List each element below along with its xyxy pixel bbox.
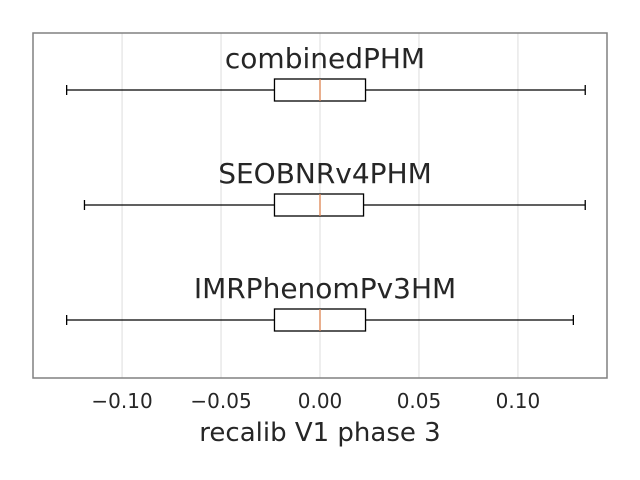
box-name-label: IMRPhenomPv3HM — [194, 272, 456, 305]
x-tick-label: 0.00 — [298, 389, 343, 413]
x-tick-label: 0.10 — [496, 389, 541, 413]
iqr-box — [273, 193, 365, 217]
x-tick-label: 0.05 — [397, 389, 442, 413]
box-group: SEOBNRv4PHM — [83, 157, 586, 217]
boxes: combinedPHM SEOBNRv4PHM IMRPhenomPv3HM — [65, 42, 586, 332]
box-group: IMRPhenomPv3HM — [65, 272, 575, 332]
box-name-label: SEOBNRv4PHM — [218, 157, 432, 190]
box-name-label: combinedPHM — [225, 42, 425, 75]
x-tick-label: −0.05 — [190, 389, 251, 413]
plot-frame — [32, 32, 608, 379]
x-axis-label: recalib V1 phase 3 — [199, 418, 440, 448]
box-group: combinedPHM — [65, 42, 586, 102]
x-ticks: −0.10 −0.05 0.00 0.05 0.10 — [91, 389, 540, 413]
x-tick-label: −0.10 — [91, 389, 152, 413]
